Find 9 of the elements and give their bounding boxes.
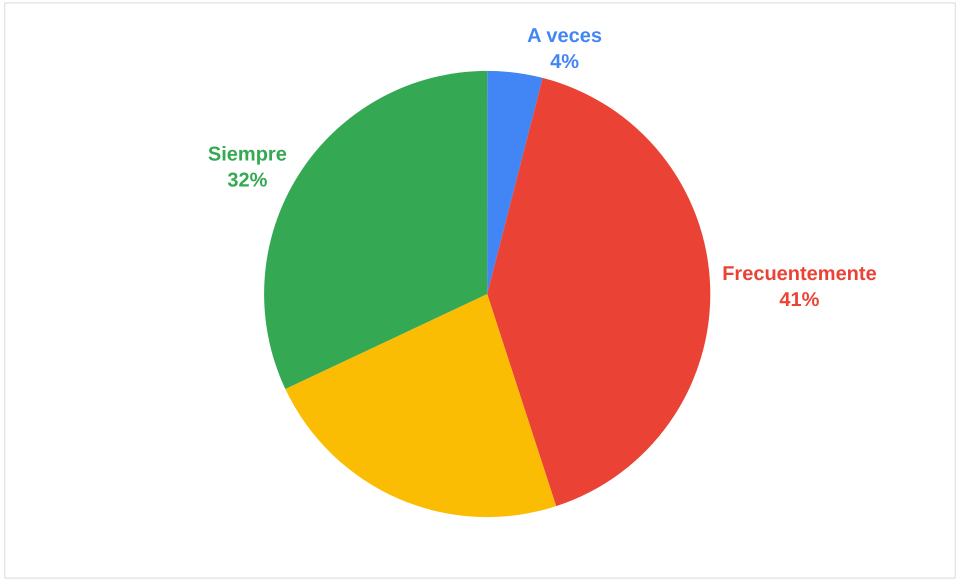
slice-label: A veces [527,25,602,48]
pie-slice [487,70,543,294]
pie-slice [487,78,710,506]
data-label: 32% [227,170,268,192]
data-label: 41% [779,288,820,311]
slice-label: Frecuentemente [722,262,877,285]
slice-label: Siempre [208,144,287,166]
pie-slice [285,294,556,517]
data-label: 4% [550,51,580,74]
